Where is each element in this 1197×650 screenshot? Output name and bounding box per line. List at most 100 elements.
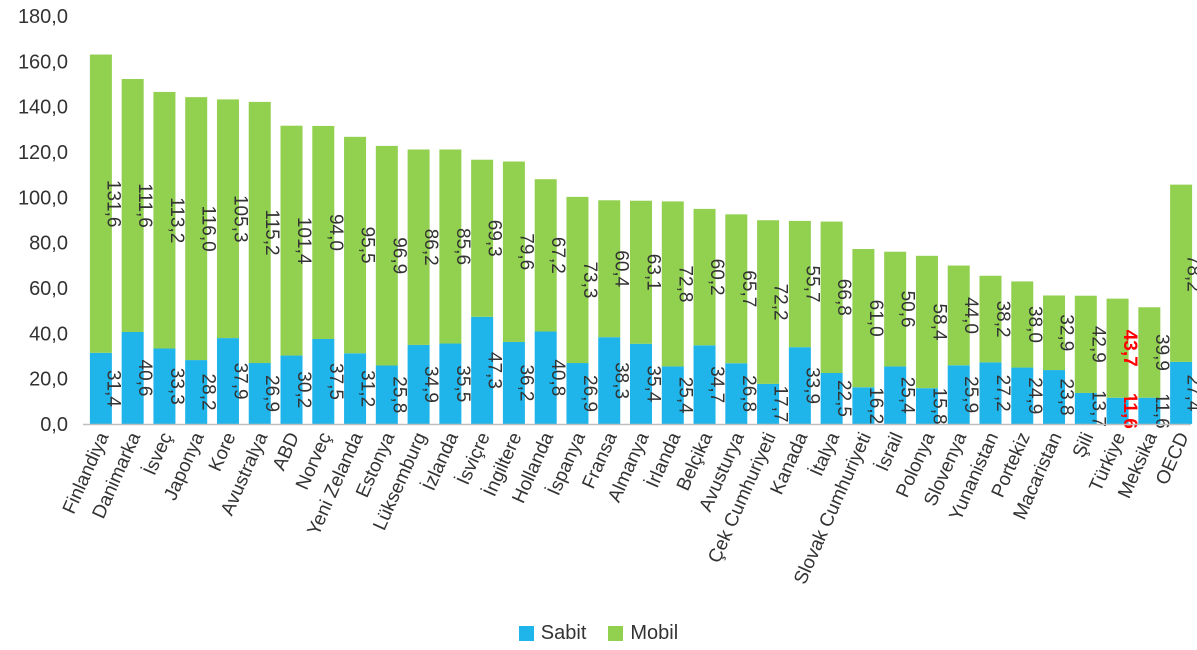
value-label-sabit-hollanda: 40,8 <box>547 359 568 396</box>
bar-mobil-isvec <box>153 91 176 349</box>
y-tick-label-2: 40,0 <box>29 323 68 345</box>
value-label-mobil-isvicre: 69,3 <box>484 220 505 257</box>
value-label-mobil-japonya: 116,0 <box>198 206 219 252</box>
value-label-mobil-kanada: 55,7 <box>801 266 822 303</box>
y-axis: 0,0 20,0 40,0 60,0 80,0 100,0 120,0 140,0 160,0 1… <box>18 6 68 436</box>
bar-mobil-turkiye <box>1106 298 1129 398</box>
value-label-sabit-portekiz: 24,9 <box>1024 377 1045 414</box>
value-label-mobil-yeni-zelanda: 95,5 <box>357 227 378 264</box>
bar-mobil-norvec <box>312 125 335 340</box>
value-label-mobil-sili: 42,9 <box>1087 326 1108 363</box>
x-tick-label-abd: ABD <box>269 429 304 473</box>
bar-sabit-italya <box>820 373 843 424</box>
value-label-mobil-avustralya: 115,2 <box>261 209 282 255</box>
bar-mobil-polonya <box>915 255 938 389</box>
value-label-sabit-isvicre: 47,3 <box>484 352 505 389</box>
bar-mobil-yunanistan <box>979 275 1002 363</box>
legend-swatch-mobil <box>608 626 624 641</box>
value-label-mobil-fransa: 60,4 <box>611 250 632 287</box>
value-label-sabit-danimarka: 40,6 <box>134 359 155 396</box>
bar-sabit-meksika <box>1138 397 1161 424</box>
bar-sabit-ispanya <box>566 363 589 424</box>
x-axis: FinlandiyaDanimarkaİsveçJaponyaKoreAvust… <box>59 423 1194 588</box>
y-tick-label-4: 80,0 <box>29 233 68 255</box>
value-label-mobil-hollanda: 67,2 <box>547 237 568 274</box>
value-label-sabit-ingiltere: 36,2 <box>515 364 536 401</box>
value-label-sabit-yeni-zelanda: 31,2 <box>357 370 378 407</box>
bar-sabit-macaristan <box>1043 370 1066 424</box>
bar-sabit-israil <box>884 366 907 424</box>
bar-sabit-abd <box>280 355 303 424</box>
bar-mobil-japonya <box>185 97 208 361</box>
value-label-sabit-cek-cumhuriyeti: 17,7 <box>770 385 791 422</box>
value-label-mobil-meksika: 39,9 <box>1151 334 1172 371</box>
bar-sabit-danimarka <box>121 331 144 424</box>
bar-mobil-israil <box>884 251 907 367</box>
value-label-sabit-sili: 13,7 <box>1087 390 1108 427</box>
bar-mobil-yeni-zelanda <box>344 136 367 354</box>
value-label-sabit-yunanistan: 27,2 <box>992 375 1013 412</box>
legend-label-mobil: Mobil <box>630 622 679 644</box>
value-label-mobil-irlanda: 72,8 <box>674 265 695 302</box>
value-label-sabit-avusturya: 26,8 <box>738 375 759 412</box>
value-label-mobil-izlanda: 85,6 <box>452 228 473 265</box>
value-label-sabit-israil: 25,4 <box>897 377 918 414</box>
value-label-mobil-italya: 66,8 <box>833 279 854 316</box>
bar-sabit-izlanda <box>439 343 462 424</box>
value-label-sabit-slovak-cumhuriyeti: 16,2 <box>865 387 886 424</box>
bar-mobil-meksika <box>1138 307 1161 398</box>
bar-mobil-italya <box>820 221 843 373</box>
value-label-sabit-ispanya: 26,9 <box>579 375 600 412</box>
bar-mobil-slovenya <box>947 265 970 366</box>
legend-item-sabit: Sabit <box>518 622 587 645</box>
value-label-sabit-turkiye: 11,6 <box>1119 393 1140 429</box>
value-label-mobil-ingiltere: 79,6 <box>515 233 536 270</box>
value-label-sabit-isvec: 33,3 <box>166 368 187 405</box>
bar-sabit-belcika <box>693 345 716 424</box>
value-label-sabit-meksika: 11,6 <box>1151 393 1172 429</box>
bar-sabit-kore <box>216 338 239 424</box>
bar-sabit-avustralya <box>248 363 271 424</box>
bar-sabit-avusturya <box>725 363 748 424</box>
bar-mobil-portekiz <box>1011 281 1034 368</box>
value-label-mobil-luksemburg: 86,2 <box>420 229 441 266</box>
bar-sabit-turkiye <box>1106 397 1129 424</box>
bar-mobil-slovak-cumhuriyeti <box>852 249 875 388</box>
value-label-mobil-slovak-cumhuriyeti: 61,0 <box>865 300 886 337</box>
bar-sabit-almanya <box>630 343 652 424</box>
bar-sabit-yeni-zelanda <box>344 353 367 424</box>
value-label-mobil-polonya: 58,4 <box>928 304 949 341</box>
value-label-mobil-estonya: 96,9 <box>388 237 409 274</box>
bar-sabit-portekiz <box>1011 367 1034 424</box>
value-label-mobil-abd: 101,4 <box>293 217 314 265</box>
bar-sabit-slovenya <box>947 365 970 424</box>
bar-mobil-irlanda <box>661 201 684 367</box>
value-label-sabit-kanada: 33,9 <box>801 367 822 404</box>
bar-sabit-polonya <box>915 388 938 424</box>
value-label-sabit-italya: 22,5 <box>833 380 854 417</box>
bar-mobil-avustralya <box>248 101 271 364</box>
value-label-mobil-yunanistan: 38,2 <box>992 301 1013 338</box>
bar-sabit-oecd <box>1170 361 1193 424</box>
bar-sabit-isvec <box>153 348 176 424</box>
value-label-mobil-slovenya: 44,0 <box>960 297 981 334</box>
value-label-mobil-finlandiya: 131,6 <box>102 180 123 228</box>
value-label-mobil-isvec: 113,2 <box>166 197 187 243</box>
value-label-sabit-kore: 37,9 <box>229 363 250 400</box>
stacked-bar-chart: 0,0 20,0 40,0 60,0 80,0 100,0 120,0 140,0 160,0 1… <box>18 6 1197 588</box>
bar-mobil-oecd <box>1170 184 1193 362</box>
y-tick-label-3: 60,0 <box>29 278 68 300</box>
bar-sabit-kanada <box>788 347 811 424</box>
bars: 31,4 131,6 40,6 111,6 33,3 113,2 28,2 116,0 37,9… <box>89 54 1197 429</box>
value-label-sabit-estonya: 25,8 <box>388 376 409 413</box>
legend-item-mobil: Mobil <box>608 622 678 645</box>
value-label-sabit-macaristan: 23,8 <box>1056 379 1077 416</box>
value-label-sabit-irlanda: 25,4 <box>674 377 695 414</box>
value-label-sabit-norvec: 37,5 <box>325 363 346 400</box>
bar-sabit-luksemburg <box>407 344 430 424</box>
y-tick-label-9: 180,0 <box>18 6 68 28</box>
legend-label-sabit: Sabit <box>540 622 587 644</box>
bar-sabit-japonya <box>185 360 208 424</box>
bar-mobil-ispanya <box>566 196 589 364</box>
value-label-sabit-abd: 30,2 <box>293 371 314 408</box>
